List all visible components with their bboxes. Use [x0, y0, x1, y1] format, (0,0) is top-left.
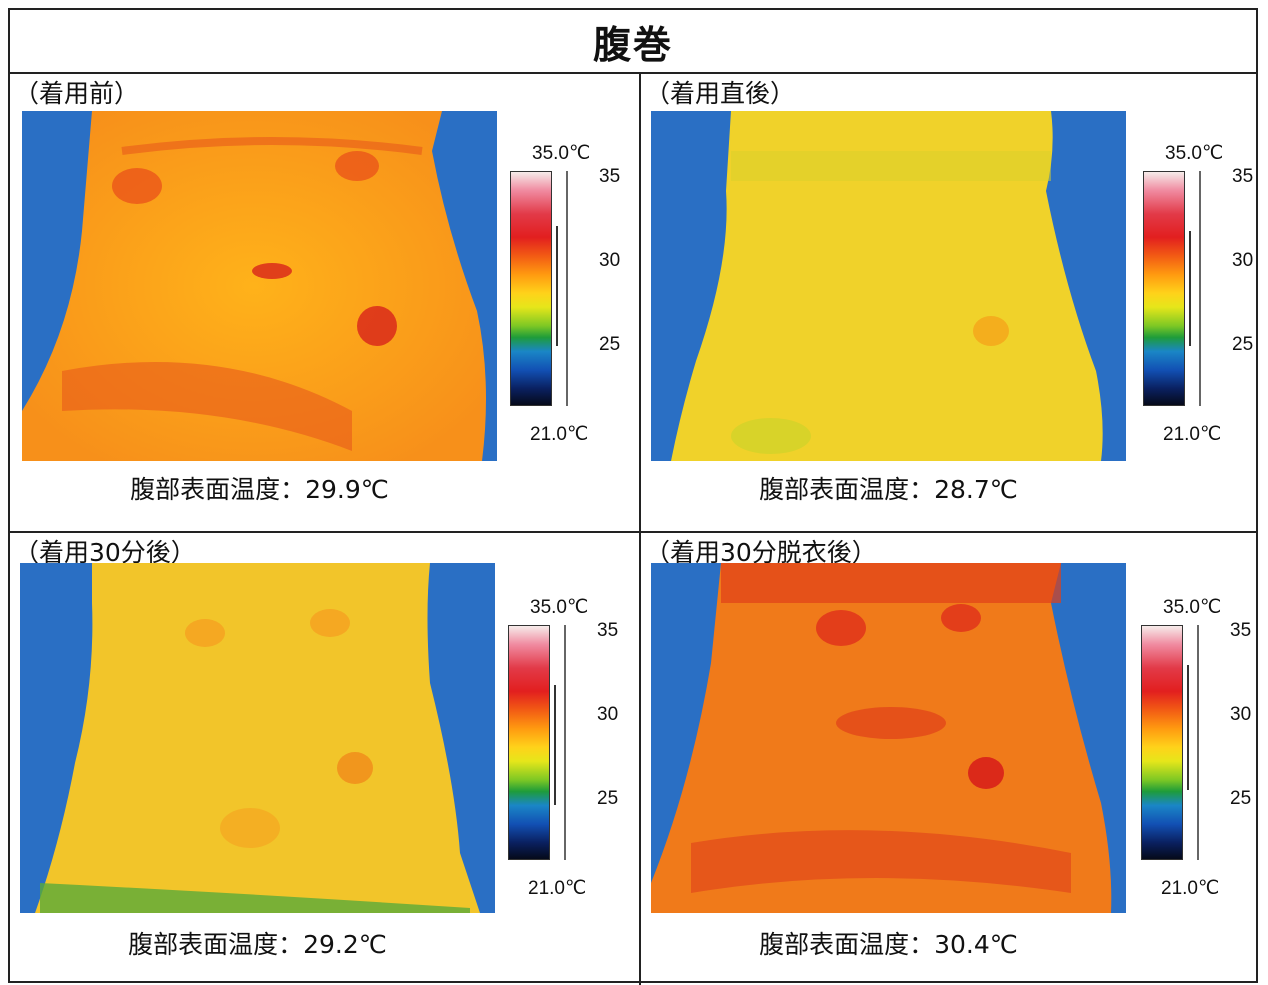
- scale-ticks: [556, 171, 568, 406]
- tick-35: 35: [1230, 620, 1252, 641]
- panel-immediately-after-wearing: （着用直後） 35.0℃ 35 30 25 21.0℃ 腹部表面温度：28.7℃: [641, 74, 1260, 531]
- panel-label: （着用前）: [14, 79, 140, 108]
- scale-ticks: [1189, 171, 1201, 406]
- tick-35: 35: [1232, 166, 1254, 187]
- surface-temperature-caption: 腹部表面温度：30.4℃: [759, 930, 1018, 959]
- color-scale-bar: [1143, 171, 1185, 406]
- tick-30: 30: [1232, 250, 1254, 271]
- tick-30: 30: [597, 704, 619, 725]
- thermography-sheet: 腹巻 （着用前） 35.0℃ 35 3: [8, 8, 1260, 985]
- panel-30-minutes-after-wearing: （着用30分後） 35.0℃ 35 30 25 21.0℃ 腹部表面温度：29.…: [10, 533, 639, 985]
- title-row: 腹巻: [10, 10, 1256, 74]
- thermal-image: [20, 563, 495, 913]
- thermal-image: [651, 111, 1126, 461]
- panel-30-minutes-after-undressing: （着用30分脱衣後） 35.0℃ 35 30 25 21.0℃ 腹部表面温度：3…: [641, 533, 1260, 985]
- tick-25: 25: [1230, 788, 1252, 809]
- vertical-divider: [639, 74, 641, 985]
- scale-max-label: 35.0℃: [1165, 143, 1224, 164]
- thermal-image: [22, 111, 497, 461]
- scale-min-label: 21.0℃: [528, 878, 587, 899]
- scale-max-label: 35.0℃: [1163, 597, 1222, 618]
- panel-label: （着用30分後）: [14, 538, 196, 567]
- panel-label: （着用30分脱衣後）: [645, 538, 877, 567]
- horizontal-divider: [10, 531, 1256, 533]
- tick-25: 25: [1232, 334, 1254, 355]
- surface-temperature-caption: 腹部表面温度：29.2℃: [128, 930, 387, 959]
- tick-30: 30: [1230, 704, 1252, 725]
- page-title: 腹巻: [592, 22, 673, 67]
- tick-35: 35: [599, 166, 621, 187]
- color-scale-bar: [510, 171, 552, 406]
- tick-30: 30: [599, 250, 621, 271]
- panel-before-wearing: （着用前） 35.0℃ 35 30 25 21.0℃: [10, 74, 639, 531]
- surface-temperature-caption: 腹部表面温度：28.7℃: [759, 475, 1018, 504]
- scale-max-label: 35.0℃: [532, 143, 591, 164]
- scale-min-label: 21.0℃: [530, 424, 589, 445]
- tick-25: 25: [599, 334, 621, 355]
- surface-temperature-caption: 腹部表面温度：29.9℃: [130, 475, 389, 504]
- color-scale-bar: [1141, 625, 1183, 860]
- color-scale-bar: [508, 625, 550, 860]
- scale-ticks: [554, 625, 566, 860]
- thermal-image: [651, 563, 1126, 913]
- tick-35: 35: [597, 620, 619, 641]
- scale-min-label: 21.0℃: [1163, 424, 1222, 445]
- tick-25: 25: [597, 788, 619, 809]
- scale-ticks: [1187, 625, 1199, 860]
- scale-max-label: 35.0℃: [530, 597, 589, 618]
- panel-label: （着用直後）: [645, 79, 796, 108]
- scale-min-label: 21.0℃: [1161, 878, 1220, 899]
